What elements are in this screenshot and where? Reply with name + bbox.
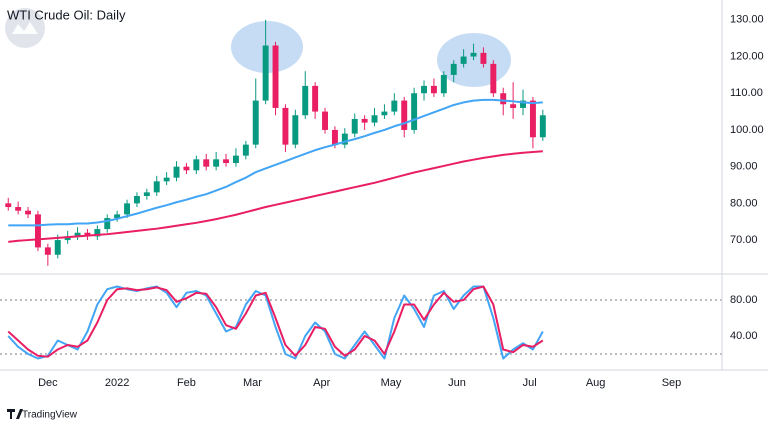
candle-body (133, 196, 140, 204)
brand-logo (7, 409, 23, 419)
candle-body (232, 155, 239, 163)
candle-body (104, 218, 111, 230)
y-tick-label: 90.00 (730, 161, 758, 173)
marks-layer (0, 19, 722, 360)
x-tick-label: Mar (243, 377, 262, 389)
candle-body (213, 159, 220, 167)
line-series (7, 285, 544, 358)
candle-body (282, 107, 289, 145)
candle-body (84, 232, 91, 237)
candle-body (15, 207, 22, 211)
candle-body (341, 133, 348, 145)
candle-body (401, 100, 408, 130)
candle-body (520, 100, 526, 108)
candle-body (5, 203, 12, 208)
logo-badge (5, 8, 45, 48)
candle-body (351, 118, 358, 134)
logo-circle (5, 8, 45, 48)
candle-body (331, 129, 338, 145)
line-series (8, 150, 543, 243)
candle-body (193, 159, 200, 171)
candle-body (440, 74, 447, 94)
candle-body (460, 56, 467, 64)
candle-body (272, 45, 279, 108)
x-tick-label: 2022 (105, 377, 129, 389)
brand: TradingView (7, 409, 78, 421)
candle-body (173, 166, 180, 178)
candle-body (34, 214, 41, 248)
candle-body (114, 214, 121, 219)
candle-body (361, 118, 368, 123)
candle-body (44, 247, 51, 255)
candle-body (203, 159, 210, 167)
chart-title: WTI Crude Oil: Daily (7, 7, 126, 22)
y-tick-label: 120.00 (730, 50, 764, 62)
candle-body (312, 85, 319, 112)
candle-body (25, 210, 32, 215)
candle-body (124, 203, 131, 215)
candle-body (223, 159, 230, 163)
line-series (7, 285, 544, 360)
candle-body (322, 111, 329, 130)
candle-body (381, 111, 388, 116)
candle-body (450, 63, 457, 75)
x-tick-label: Jun (448, 377, 466, 389)
y-tick-label: 130.00 (730, 14, 764, 26)
x-tick-label: Sep (662, 377, 682, 389)
candle-body (74, 232, 81, 237)
brand-text: TradingView (22, 410, 78, 421)
candle-body (539, 115, 546, 138)
candle-body (490, 63, 497, 94)
candle-body (411, 93, 418, 130)
candle-body (143, 192, 150, 197)
line-series (8, 98, 543, 227)
candle-body (302, 85, 309, 116)
candle-body (500, 93, 507, 105)
candle-body (391, 100, 398, 112)
y-tick-label: 80.00 (730, 197, 758, 209)
candle-body (64, 236, 71, 241)
candle-body (529, 100, 536, 138)
candle-body (94, 229, 101, 237)
x-tick-label: Aug (586, 377, 606, 389)
y-tick-label: 110.00 (730, 87, 763, 99)
logo-glyph (12, 22, 38, 34)
x-tick-label: Jul (523, 377, 537, 389)
candle-body (510, 104, 517, 108)
y-tick-label: 70.00 (730, 234, 758, 246)
candle-body (153, 181, 160, 193)
candle-body (262, 45, 269, 101)
candle-body (54, 240, 61, 255)
candle-body (371, 115, 378, 123)
x-tick-label: Dec (38, 377, 58, 389)
y-tick-label: 80.00 (730, 294, 758, 306)
candle-body (252, 100, 259, 145)
candle-body (430, 85, 437, 94)
candle-body (421, 85, 427, 94)
candle-body (470, 52, 477, 57)
candle-body (183, 166, 190, 171)
candle-body (242, 144, 249, 156)
x-tick-label: May (381, 377, 402, 389)
candle-body (480, 52, 487, 64)
candle-body (292, 115, 299, 145)
y-tick-label: 40.00 (730, 330, 758, 342)
x-tick-label: Apr (313, 377, 330, 389)
x-tick-label: Feb (177, 377, 196, 389)
candle-body (163, 177, 170, 182)
y-tick-label: 100.00 (730, 124, 764, 136)
